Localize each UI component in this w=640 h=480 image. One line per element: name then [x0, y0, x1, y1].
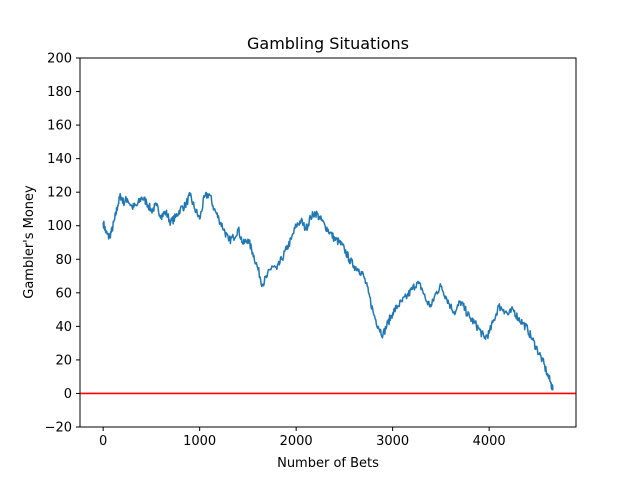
y-tick-label: −20: [45, 421, 72, 436]
y-tick-label: 160: [47, 119, 72, 134]
y-tick-label: 80: [55, 253, 72, 268]
x-tick-label: 4000: [473, 434, 506, 449]
x-tick-label: 3000: [376, 434, 409, 449]
y-tick-label: 140: [47, 152, 72, 167]
axes: 0 1000 2000 3000 4000 −20 0 20 40 60 80 100 120 140 16…: [45, 52, 577, 449]
chart-title: Gambling Situations: [247, 34, 409, 53]
y-tick-label: 40: [55, 320, 72, 335]
x-tick-label: 2000: [280, 434, 313, 449]
y-tick-label: 180: [47, 85, 72, 100]
axes-frame: [79, 57, 577, 428]
y-tick-label: 100: [47, 219, 72, 234]
plot-area: [80, 191, 576, 395]
series-line-0: [102, 191, 554, 391]
y-tick-label: 60: [55, 286, 72, 301]
x-tick-label: 1000: [183, 434, 216, 449]
y-tick-label: 0: [64, 387, 72, 402]
y-tick-label: 20: [55, 353, 72, 368]
x-axis-title: Number of Bets: [277, 456, 379, 471]
x-tick-label: 0: [99, 434, 107, 449]
y-axis-title: Gambler's Money: [22, 185, 37, 299]
y-tick-label: 200: [47, 52, 72, 67]
y-tick-label: 120: [47, 186, 72, 201]
